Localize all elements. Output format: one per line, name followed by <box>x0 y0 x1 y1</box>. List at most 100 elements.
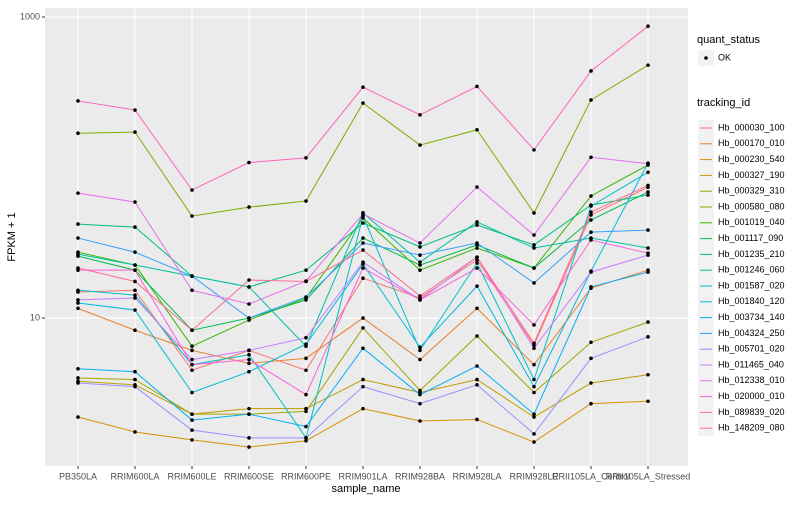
data-point <box>475 84 479 89</box>
data-point <box>304 356 308 361</box>
data-point <box>247 412 251 416</box>
data-point <box>589 194 593 198</box>
data-point <box>361 316 365 320</box>
data-point <box>133 384 137 389</box>
legend-label: Hb_001587_020 <box>718 280 785 290</box>
data-point <box>133 293 137 297</box>
data-point <box>133 225 137 229</box>
data-point <box>532 243 536 247</box>
data-point <box>361 248 365 252</box>
data-point <box>475 241 479 245</box>
data-point <box>247 278 251 282</box>
data-point <box>589 270 593 274</box>
x-tick-label: RRIM600PE <box>281 471 331 481</box>
x-tick-label: RRII105LA_Control <box>552 471 630 481</box>
data-point <box>589 401 593 406</box>
data-point <box>589 155 593 160</box>
data-point <box>76 222 80 226</box>
data-point <box>133 308 137 312</box>
y-tick-label: 10 <box>30 312 40 322</box>
data-point <box>133 430 137 434</box>
data-point <box>361 85 365 89</box>
legend-label: Hb_001019_040 <box>718 217 785 227</box>
data-point <box>304 335 308 340</box>
data-point <box>76 266 80 270</box>
data-point <box>532 341 536 346</box>
y-axis-title: FPKM + 1 <box>6 212 18 261</box>
data-point <box>418 392 422 397</box>
data-point <box>304 424 308 429</box>
data-point <box>76 298 80 302</box>
legend-label: Hb_003734_140 <box>718 312 785 322</box>
data-point <box>76 376 80 380</box>
data-point <box>532 377 536 382</box>
data-point <box>133 108 137 112</box>
data-point <box>133 263 137 267</box>
data-point <box>133 200 137 204</box>
data-point <box>76 301 80 305</box>
data-point <box>76 236 80 240</box>
data-point <box>589 230 593 234</box>
data-point <box>532 440 536 444</box>
data-point <box>589 213 593 217</box>
data-point <box>475 306 479 311</box>
data-point <box>418 357 422 362</box>
legend-label: Hb_012338_010 <box>718 375 785 385</box>
data-point <box>418 388 422 393</box>
x-tick-label: RRIM901LA <box>338 471 387 481</box>
data-point <box>190 418 194 422</box>
data-point <box>532 266 536 270</box>
data-point <box>589 285 593 289</box>
data-point <box>418 263 422 267</box>
data-point <box>475 220 479 224</box>
data-point <box>247 436 251 440</box>
data-point <box>247 369 251 374</box>
data-point <box>475 223 479 227</box>
legend-label: Hb_001117_090 <box>718 233 783 243</box>
data-point <box>247 361 251 366</box>
data-point <box>418 260 422 264</box>
data-point <box>76 288 80 293</box>
data-point <box>133 296 137 300</box>
data-point <box>190 428 194 432</box>
data-point <box>418 419 422 423</box>
data-point <box>247 348 251 353</box>
data-point <box>190 348 194 353</box>
data-point <box>190 368 194 373</box>
data-point <box>190 328 194 333</box>
data-point <box>247 160 251 165</box>
data-point <box>646 270 650 274</box>
data-point <box>475 377 479 382</box>
data-point <box>190 274 194 278</box>
data-point <box>76 415 80 419</box>
data-point <box>475 364 479 368</box>
data-point <box>532 384 536 389</box>
data-point <box>304 438 308 443</box>
legend-label: Hb_005701_020 <box>718 344 785 354</box>
x-tick-label: RRIM600LE <box>167 471 216 481</box>
data-point <box>304 268 308 272</box>
data-point <box>589 238 593 242</box>
data-point <box>361 221 365 225</box>
data-point <box>76 99 80 103</box>
legend-label: Hb_020000_010 <box>718 391 785 401</box>
data-point <box>361 384 365 389</box>
data-point <box>418 348 422 353</box>
data-point <box>589 381 593 385</box>
data-point <box>646 251 650 255</box>
data-point <box>646 399 650 404</box>
data-point <box>418 268 422 272</box>
legend-label: Hb_001235_210 <box>718 249 785 259</box>
data-point <box>190 390 194 395</box>
legend-title: quant_status <box>697 34 760 46</box>
x-tick-label: RRIM600LA <box>110 471 159 481</box>
data-point <box>532 432 536 436</box>
legend-label: Hb_000230_540 <box>718 154 785 164</box>
data-point <box>646 335 650 339</box>
data-point <box>475 417 479 422</box>
data-point <box>475 258 479 262</box>
data-point <box>532 246 536 250</box>
data-point <box>646 228 650 232</box>
data-point <box>247 285 251 289</box>
